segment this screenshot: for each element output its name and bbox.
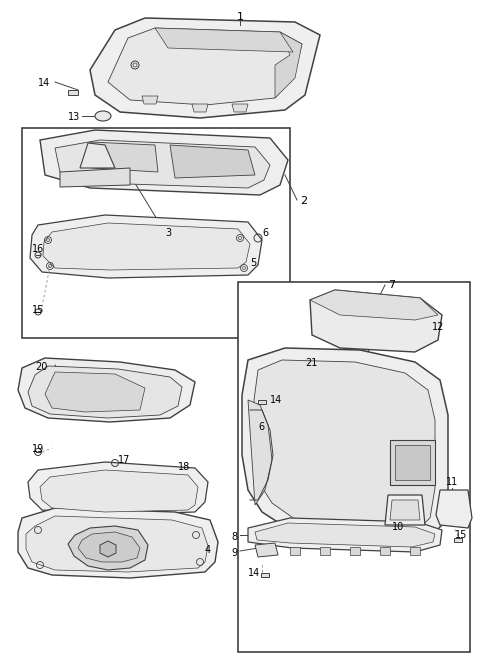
Polygon shape — [90, 142, 158, 172]
Text: 15: 15 — [455, 530, 468, 540]
Polygon shape — [142, 96, 158, 104]
Text: 1: 1 — [237, 12, 243, 22]
Text: 20: 20 — [35, 362, 48, 372]
Polygon shape — [454, 538, 462, 542]
Polygon shape — [255, 543, 278, 557]
Polygon shape — [55, 140, 270, 188]
Text: 5: 5 — [250, 258, 256, 268]
Polygon shape — [261, 573, 269, 577]
Text: 21: 21 — [305, 358, 317, 368]
Polygon shape — [40, 470, 198, 512]
Polygon shape — [28, 462, 208, 515]
Polygon shape — [390, 500, 420, 520]
Polygon shape — [100, 541, 116, 557]
Polygon shape — [40, 130, 288, 195]
Polygon shape — [78, 532, 140, 562]
Polygon shape — [18, 358, 195, 422]
Polygon shape — [108, 28, 302, 105]
Polygon shape — [255, 523, 435, 547]
Polygon shape — [232, 104, 248, 112]
Polygon shape — [90, 18, 320, 118]
Polygon shape — [275, 32, 302, 98]
FancyBboxPatch shape — [22, 128, 290, 338]
Polygon shape — [310, 290, 438, 320]
Text: 19: 19 — [32, 444, 44, 454]
Polygon shape — [390, 440, 435, 485]
Text: 3: 3 — [165, 228, 171, 238]
Text: 14: 14 — [38, 78, 50, 88]
Polygon shape — [380, 547, 390, 555]
Polygon shape — [68, 90, 78, 94]
Polygon shape — [436, 490, 472, 528]
Polygon shape — [30, 215, 262, 278]
Text: 11: 11 — [446, 477, 458, 487]
Polygon shape — [45, 372, 145, 412]
Polygon shape — [242, 348, 448, 548]
Text: 6: 6 — [262, 228, 268, 238]
Text: 14: 14 — [248, 568, 260, 578]
Text: 17: 17 — [118, 455, 131, 465]
Polygon shape — [410, 547, 420, 555]
Polygon shape — [254, 360, 435, 537]
Polygon shape — [26, 516, 208, 572]
Polygon shape — [310, 290, 442, 352]
Polygon shape — [395, 445, 430, 480]
Ellipse shape — [95, 111, 111, 121]
Polygon shape — [80, 143, 115, 168]
Polygon shape — [170, 145, 255, 178]
Text: 12: 12 — [432, 322, 444, 332]
Polygon shape — [192, 104, 208, 112]
Text: 6: 6 — [258, 422, 264, 432]
Text: 15: 15 — [32, 305, 44, 315]
Text: 10: 10 — [392, 522, 404, 532]
Polygon shape — [43, 223, 250, 270]
Polygon shape — [385, 495, 425, 525]
Polygon shape — [155, 28, 293, 52]
Polygon shape — [258, 400, 266, 404]
Polygon shape — [60, 168, 130, 187]
Text: 8: 8 — [231, 532, 237, 542]
Text: 16: 16 — [32, 244, 44, 254]
Text: 14: 14 — [270, 395, 282, 405]
FancyBboxPatch shape — [238, 282, 470, 652]
Polygon shape — [248, 518, 442, 552]
Text: 2: 2 — [300, 196, 307, 206]
Polygon shape — [248, 400, 272, 505]
Polygon shape — [68, 526, 148, 570]
Polygon shape — [290, 547, 300, 555]
Text: 9: 9 — [231, 548, 237, 558]
Text: 13: 13 — [68, 112, 80, 122]
Polygon shape — [320, 547, 330, 555]
Text: 18: 18 — [178, 462, 190, 472]
Polygon shape — [28, 366, 182, 418]
Text: 4: 4 — [205, 545, 211, 555]
Text: 7: 7 — [388, 280, 395, 290]
Polygon shape — [18, 508, 218, 578]
Polygon shape — [350, 547, 360, 555]
